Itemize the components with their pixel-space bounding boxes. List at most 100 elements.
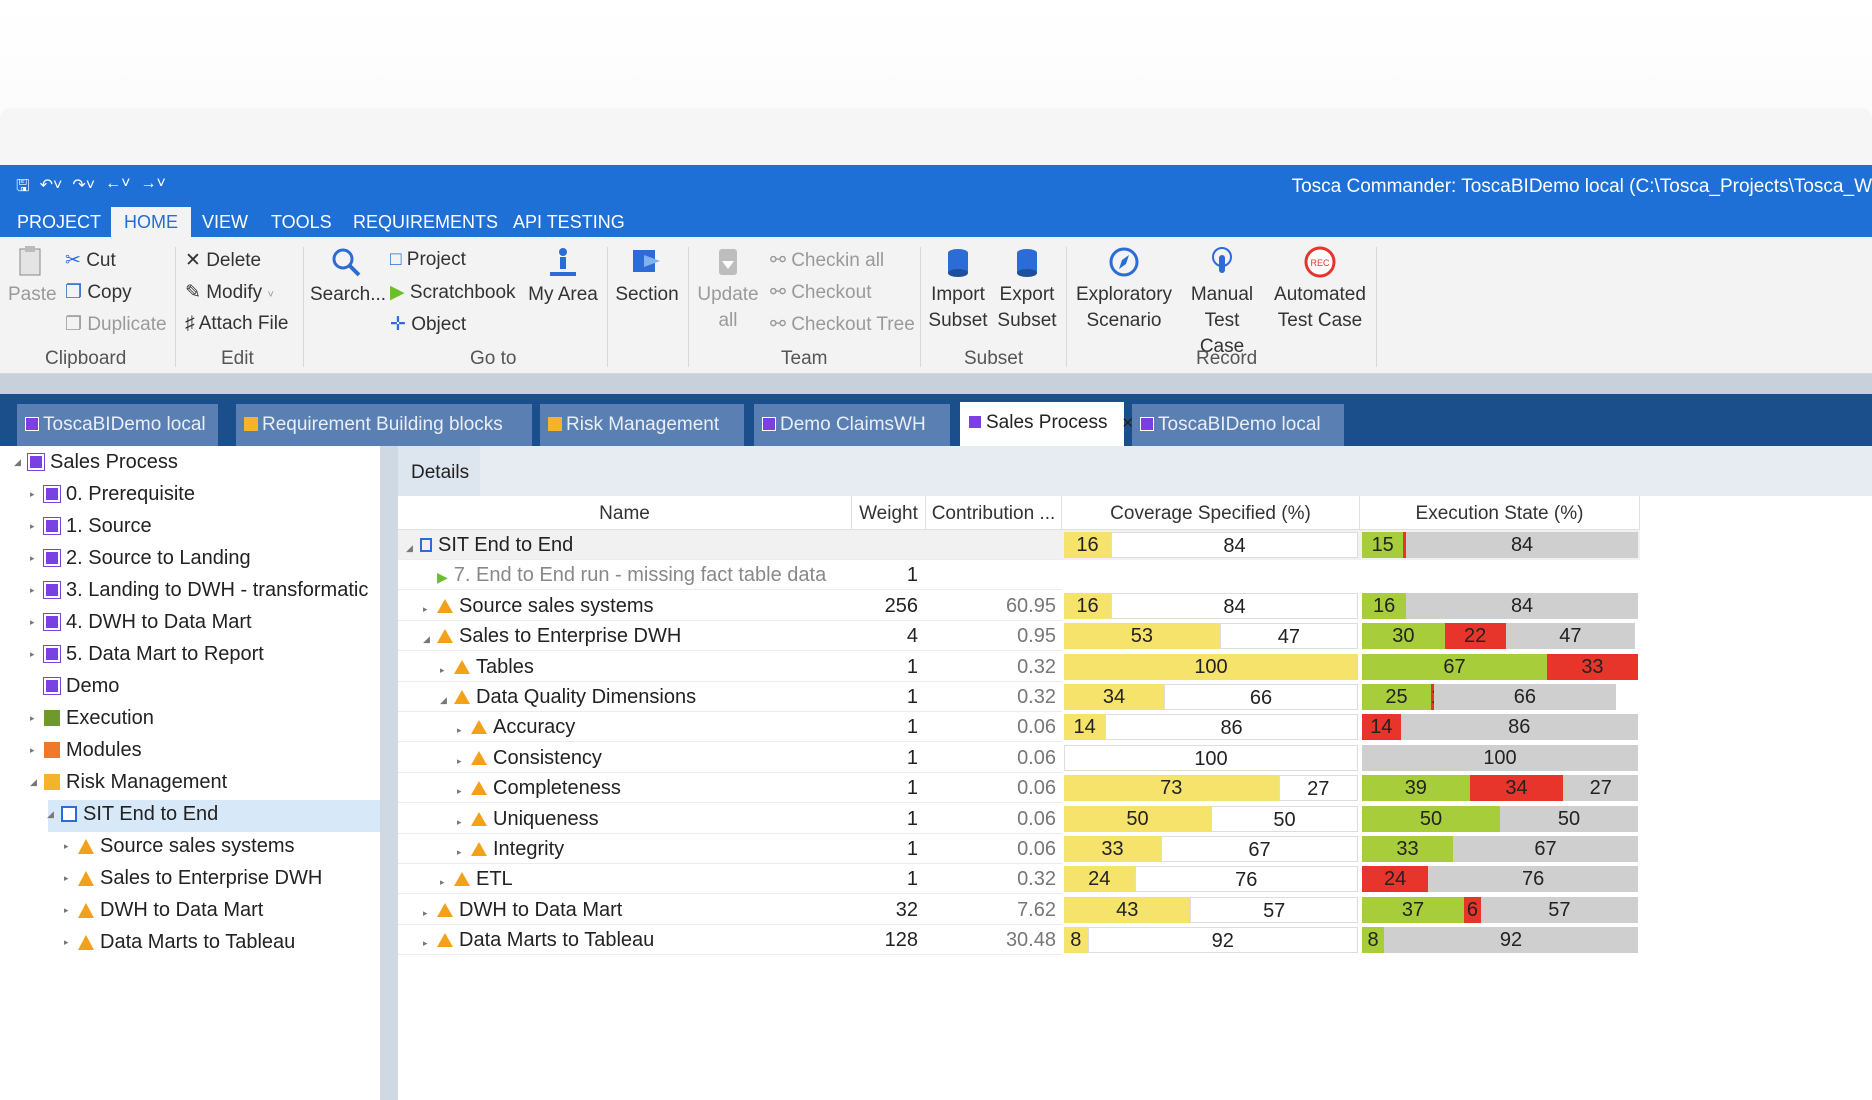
table-row[interactable]: ◢ SIT End to End 16 84 15 84 xyxy=(398,530,1640,560)
tree-item-execution[interactable]: ▸ Execution xyxy=(30,703,154,733)
goto-project-button[interactable]: □ Project xyxy=(390,249,466,271)
details-tab[interactable]: Details xyxy=(398,446,480,496)
tree-item-source-sales-systems[interactable]: ▸ Source sales systems xyxy=(64,831,295,861)
checkout-button[interactable]: ⚯ Checkout xyxy=(770,281,871,304)
expand-arrow-icon[interactable]: ▸ xyxy=(30,744,35,755)
table-row[interactable]: ▸ Uniqueness 1 0.06 50 50 50 50 xyxy=(398,804,1640,834)
tree-item-modules[interactable]: ▸ Modules xyxy=(30,735,142,765)
forward-icon[interactable]: →˅ xyxy=(140,175,166,192)
checkout-tree-button[interactable]: ⚯ Checkout Tree xyxy=(770,313,915,336)
tree-item-sales-process[interactable]: ◢ Sales Process xyxy=(14,447,178,477)
panel-splitter[interactable] xyxy=(380,446,398,1100)
column-header-weight[interactable]: Weight xyxy=(852,496,926,530)
tree-item-demo[interactable]: Demo xyxy=(30,671,119,701)
collapse-arrow-icon[interactable]: ◢ xyxy=(30,776,37,787)
collapse-arrow-icon[interactable]: ◢ xyxy=(47,808,54,819)
close-icon[interactable]: ✕ xyxy=(1121,415,1135,432)
object-button[interactable]: ✛ Object xyxy=(390,313,466,336)
search-button[interactable]: Search... xyxy=(310,245,386,308)
duplicate-button[interactable]: ❐ Duplicate xyxy=(65,313,167,336)
expand-arrow-icon[interactable]: ▸ xyxy=(64,872,69,883)
expand-arrow-icon[interactable]: ▸ xyxy=(64,904,69,915)
expand-arrow-icon[interactable]: ▸ xyxy=(457,725,462,736)
expand-arrow-icon[interactable]: ▸ xyxy=(30,648,35,659)
tab-requirement-building-blocks[interactable]: Requirement Building blocks xyxy=(236,404,532,446)
undo-icon[interactable]: ↶˅ xyxy=(39,177,63,194)
scratchbook-button[interactable]: ▶ Scratchbook xyxy=(390,281,516,304)
expand-arrow-icon[interactable]: ▸ xyxy=(30,552,35,563)
delete-button[interactable]: ✕ Delete xyxy=(185,249,261,272)
collapse-arrow-icon[interactable]: ◢ xyxy=(14,456,21,467)
expand-arrow-icon[interactable]: ▸ xyxy=(30,520,35,531)
attach-file-button[interactable]: ♯ Attach File xyxy=(185,313,289,335)
collapse-arrow-icon[interactable]: ◢ xyxy=(406,543,413,553)
expand-arrow-icon[interactable]: ▸ xyxy=(423,907,428,918)
expand-arrow-icon[interactable]: ▸ xyxy=(30,584,35,595)
expand-arrow-icon[interactable]: ▸ xyxy=(423,603,428,614)
column-header-execution[interactable]: Execution State (%) xyxy=(1360,496,1640,530)
tree-item-data-marts-to-tableau[interactable]: ▸ Data Marts to Tableau xyxy=(64,927,295,957)
table-row[interactable]: ▸ DWH to Data Mart 32 7.62 43 57 37 6 57 xyxy=(398,895,1640,925)
table-row[interactable]: ▸ Source sales systems 256 60.95 16 84 16 84 xyxy=(398,591,1640,621)
back-icon[interactable]: ←˅ xyxy=(105,175,131,192)
tree-item-landing-to-dwh[interactable]: ▸ 3. Landing to DWH - transformatic xyxy=(30,575,380,605)
tree-item-risk-management[interactable]: ◢ Risk Management xyxy=(30,767,227,797)
update-all-button[interactable]: Update all xyxy=(694,245,762,334)
tree-item-source[interactable]: ▸ 1. Source xyxy=(30,511,152,541)
exploratory-scenario-button[interactable]: Exploratory Scenario xyxy=(1072,245,1176,334)
table-row[interactable]: ▸ Consistency 1 0.06 100 100 xyxy=(398,743,1640,773)
my-area-button[interactable]: My Area xyxy=(526,245,600,308)
expand-arrow-icon[interactable]: ▸ xyxy=(457,847,462,857)
table-row[interactable]: ▸ Completeness 1 0.06 73 27 39 34 27 xyxy=(398,773,1640,804)
column-header-contribution[interactable]: Contribution ... xyxy=(926,496,1062,530)
tree-item-prerequisite[interactable]: ▸ 0. Prerequisite xyxy=(30,479,195,509)
tree-item-dwh-to-data-mart-req[interactable]: ▸ DWH to Data Mart xyxy=(64,895,263,925)
table-row[interactable]: ▸ ETL 1 0.32 24 76 24 76 xyxy=(398,864,1640,895)
column-header-coverage[interactable]: Coverage Specified (%) xyxy=(1062,496,1360,530)
table-row[interactable]: ▸ Tables 1 0.32 100 67 33 xyxy=(398,652,1640,682)
menu-tools[interactable]: TOOLS xyxy=(271,212,332,232)
cut-button[interactable]: ✂ Cut xyxy=(65,249,116,272)
menu-view[interactable]: VIEW xyxy=(202,212,249,232)
expand-arrow-icon[interactable]: ▸ xyxy=(457,816,462,827)
table-row[interactable]: ▸ Integrity 1 0.06 33 67 33 67 xyxy=(398,834,1640,864)
export-subset-button[interactable]: Export Subset xyxy=(993,245,1061,334)
tree-item-source-to-landing[interactable]: ▸ 2. Source to Landing xyxy=(30,543,251,573)
tree-item-sit-end-to-end[interactable]: ◢ SIT End to End xyxy=(47,799,218,829)
save-icon[interactable]: 🖫 xyxy=(16,178,30,195)
tree-item-sales-to-enterprise-dwh[interactable]: ▸ Sales to Enterprise DWH xyxy=(64,863,322,893)
tree-item-data-mart-to-report[interactable]: ▸ 5. Data Mart to Report xyxy=(30,639,264,669)
expand-arrow-icon[interactable]: ▸ xyxy=(30,712,35,723)
table-row[interactable]: ▸ Accuracy 1 0.06 14 86 14 86 xyxy=(398,712,1640,743)
section-button[interactable]: Section xyxy=(612,245,682,308)
table-row[interactable]: ▶ 7. End to End run - missing fact table … xyxy=(398,560,1640,591)
collapse-arrow-icon[interactable]: ◢ xyxy=(440,695,447,705)
tab-demo-claimswh[interactable]: Demo ClaimsWH xyxy=(754,404,950,446)
expand-arrow-icon[interactable]: ▸ xyxy=(30,616,35,627)
column-header-name[interactable]: Name xyxy=(398,496,852,530)
expand-arrow-icon[interactable]: ▸ xyxy=(30,488,35,499)
expand-arrow-icon[interactable]: ▸ xyxy=(440,877,445,888)
expand-arrow-icon[interactable]: ▸ xyxy=(457,755,462,766)
collapse-arrow-icon[interactable]: ◢ xyxy=(423,634,430,645)
table-row[interactable]: ▸ Data Marts to Tableau 128 30.48 8 92 8 92 xyxy=(398,925,1640,956)
table-row[interactable]: ◢ Sales to Enterprise DWH 4 0.95 53 47 30 22 47 xyxy=(398,621,1640,652)
tab-toscabidemo-local[interactable]: ToscaBIDemo local xyxy=(17,404,218,446)
tab-risk-management[interactable]: Risk Management xyxy=(540,404,744,446)
checkin-all-button[interactable]: ⚯ Checkin all xyxy=(770,249,884,272)
expand-arrow-icon[interactable]: ▸ xyxy=(457,786,462,797)
paste-button[interactable]: Paste xyxy=(8,245,57,308)
menu-project[interactable]: PROJECT xyxy=(17,212,102,232)
modify-button[interactable]: ✎ Modify ˅ xyxy=(185,281,274,304)
expand-arrow-icon[interactable]: ▸ xyxy=(64,936,69,947)
manual-test-case-button[interactable]: Manual Test Case xyxy=(1180,245,1264,360)
import-subset-button[interactable]: Import Subset xyxy=(924,245,992,334)
automated-test-case-button[interactable]: REC Automated Test Case xyxy=(1270,245,1370,334)
tree-item-dwh-to-data-mart[interactable]: ▸ 4. DWH to Data Mart xyxy=(30,607,252,637)
menu-home[interactable]: HOME xyxy=(111,207,191,237)
expand-arrow-icon[interactable]: ▸ xyxy=(64,840,69,851)
tab-sales-process[interactable]: Sales Process ✕ xyxy=(960,402,1134,446)
redo-icon[interactable]: ↷˅ xyxy=(72,177,96,194)
expand-arrow-icon[interactable]: ▸ xyxy=(440,664,445,675)
